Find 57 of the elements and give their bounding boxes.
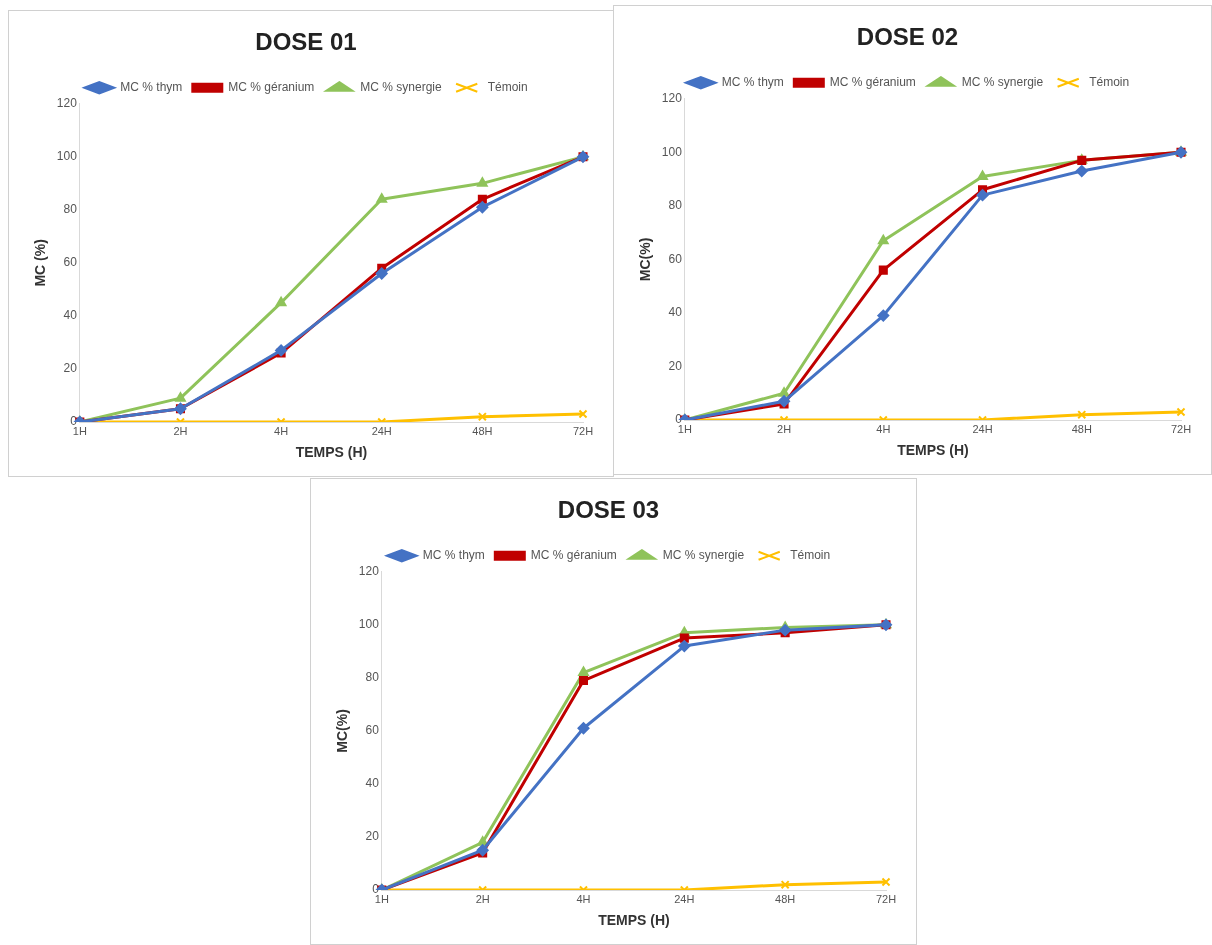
legend-label: MC % géranium: [228, 80, 315, 95]
y-axis-title: MC (%): [32, 239, 49, 287]
y-tick-label: 40: [365, 776, 380, 791]
legend-label: Témoin: [790, 548, 831, 563]
y-tick-label: 120: [358, 564, 380, 579]
y-tick-label: 60: [668, 251, 683, 266]
y-tick-label: 80: [63, 202, 78, 217]
y-tick-label: 40: [668, 305, 683, 320]
y-tick-label: 80: [668, 198, 683, 213]
x-tick-label: 72H: [875, 892, 897, 905]
legend-label: MC % synergie: [360, 80, 443, 95]
x-tick-label: 72H: [1170, 422, 1192, 435]
x-tick-label: 24H: [972, 422, 993, 435]
x-tick-label: 4H: [274, 424, 289, 437]
legend-label: MC % thym: [422, 548, 485, 563]
y-tick-label: 120: [56, 96, 78, 111]
y-tick-label: 20: [63, 361, 78, 376]
y-tick-label: 100: [661, 144, 683, 159]
legend-label: MC % thym: [721, 75, 784, 90]
x-tick-label: 72H: [572, 424, 594, 437]
x-tick-label: 48H: [775, 892, 796, 905]
x-axis-title: TEMPS (H): [598, 912, 670, 929]
legend-label: MC % synergie: [662, 548, 745, 563]
chart-title: DOSE 01: [255, 28, 357, 56]
legend-label: MC % thym: [120, 80, 183, 95]
x-tick-label: 2H: [777, 422, 792, 435]
x-tick-label: 1H: [374, 892, 389, 905]
legend-label: Témoin: [1089, 75, 1130, 90]
y-axis-title: MC(%): [334, 709, 351, 753]
x-tick-label: 4H: [876, 422, 891, 435]
y-tick-label: 120: [661, 91, 683, 106]
legend-label: Témoin: [487, 80, 528, 95]
x-tick-label: 2H: [173, 424, 188, 437]
y-tick-label: 40: [63, 308, 78, 323]
legend-label: MC % géranium: [829, 75, 916, 90]
x-tick-label: 48H: [1071, 422, 1092, 435]
x-tick-label: 24H: [371, 424, 392, 437]
y-tick-label: 20: [668, 358, 683, 373]
legend-label: MC % géranium: [530, 548, 617, 563]
x-axis-title: TEMPS (H): [295, 444, 368, 461]
x-tick-label: 1H: [677, 422, 692, 435]
legend-label: MC % synergie: [961, 75, 1044, 90]
y-tick-label: 80: [365, 670, 380, 685]
y-tick-label: 60: [63, 255, 78, 270]
x-tick-label: 24H: [674, 892, 695, 905]
x-tick-label: 48H: [472, 424, 493, 437]
x-tick-label: 2H: [475, 892, 490, 905]
y-tick-label: 100: [358, 617, 380, 632]
y-axis-title: MC(%): [637, 237, 654, 282]
chart-title: DOSE 02: [856, 23, 959, 51]
x-tick-label: 4H: [576, 892, 591, 905]
y-tick-label: 20: [365, 829, 380, 844]
chart-title: DOSE 03: [557, 496, 660, 524]
x-tick-label: 1H: [72, 424, 87, 437]
y-tick-label: 100: [56, 149, 78, 164]
y-tick-label: 60: [365, 723, 380, 738]
x-axis-title: TEMPS (H): [897, 442, 969, 459]
